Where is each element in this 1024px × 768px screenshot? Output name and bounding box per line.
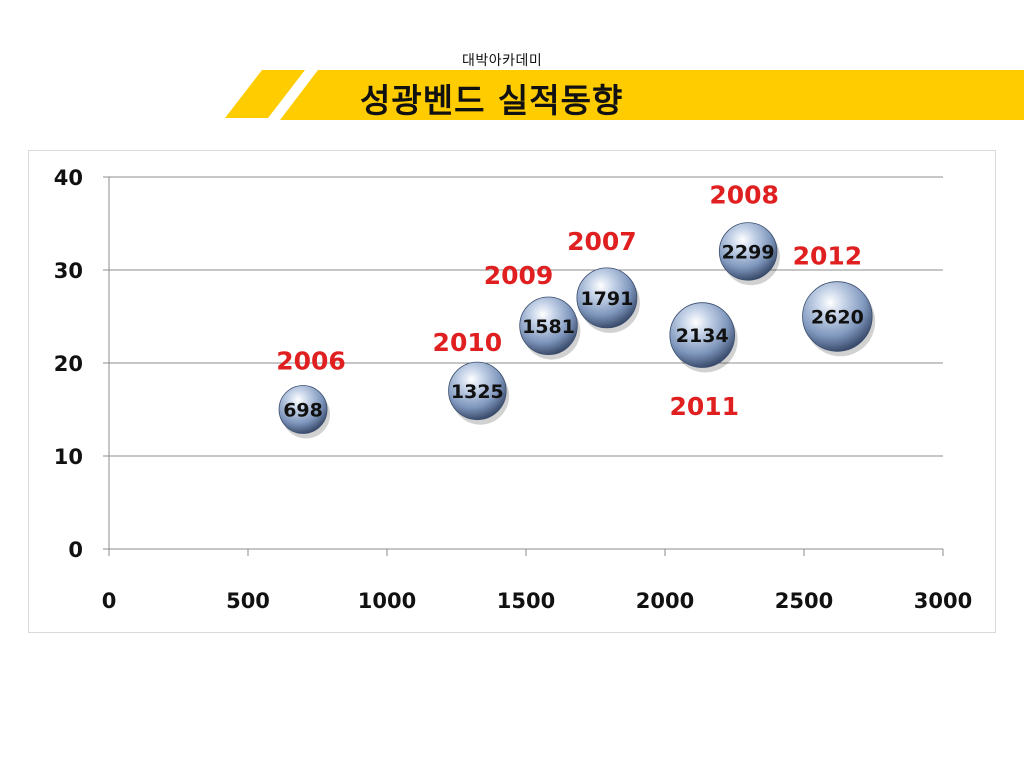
data-label: 1325 xyxy=(451,381,504,403)
data-point-2011 xyxy=(669,302,736,368)
x-tick-label: 2000 xyxy=(636,589,694,613)
data-point-2009 xyxy=(519,296,578,355)
year-label: 2008 xyxy=(709,180,779,209)
y-tick-label: 40 xyxy=(54,166,83,190)
banner-stripe-left xyxy=(225,70,305,118)
x-tick-label: 0 xyxy=(102,589,117,613)
page-title: 성광벤드 실적동향 xyxy=(360,81,624,120)
data-label: 1791 xyxy=(580,288,633,310)
year-label: 2006 xyxy=(276,347,346,376)
data-label: 698 xyxy=(283,400,323,422)
data-label: 2620 xyxy=(811,307,864,329)
y-tick-label: 30 xyxy=(54,259,83,283)
data-point-2012 xyxy=(802,281,873,352)
data-point-2006 xyxy=(278,385,328,434)
data-point-2010 xyxy=(448,361,507,421)
chart-frame xyxy=(28,150,996,633)
data-points: 698 2006 1325 2010 1581 2009 1791 2007 2134 2011 2… xyxy=(276,180,876,439)
y-tick-label: 20 xyxy=(54,352,83,376)
x-tick-label: 1500 xyxy=(497,589,555,613)
x-tick-label: 1000 xyxy=(358,589,416,613)
data-label: 2299 xyxy=(722,241,775,263)
y-tick-label: 0 xyxy=(68,538,83,562)
subtitle: 대박아카데미 xyxy=(462,53,543,69)
data-label: 1581 xyxy=(522,316,575,338)
x-tick-label: 500 xyxy=(226,589,270,613)
banner-bar xyxy=(280,70,1024,120)
x-tick-label: 3000 xyxy=(914,589,972,613)
year-label: 2010 xyxy=(433,328,503,357)
grid-lines xyxy=(109,176,943,457)
year-label: 2012 xyxy=(793,242,863,271)
year-label: 2011 xyxy=(669,392,739,421)
year-label: 2007 xyxy=(567,227,637,256)
data-label: 2134 xyxy=(676,325,729,347)
year-label: 2009 xyxy=(484,261,554,290)
data-point-2008 xyxy=(718,222,778,281)
y-tick-label: 10 xyxy=(54,445,83,469)
title-banner xyxy=(225,70,1024,120)
axes: 0 10 20 30 40 0 500 1000 1500 2000 2500 3000 xyxy=(54,166,972,613)
x-tick-label: 2500 xyxy=(775,589,833,613)
data-point-2007 xyxy=(576,267,638,329)
